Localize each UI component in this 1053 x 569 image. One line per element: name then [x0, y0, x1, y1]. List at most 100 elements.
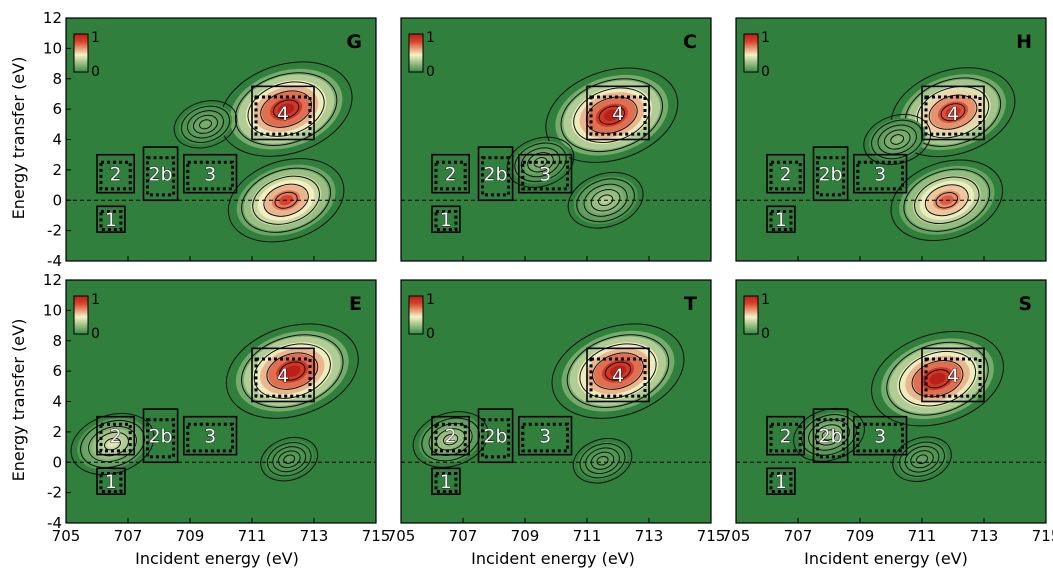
y-tick-label: 2 [52, 423, 62, 441]
panel-letter: G [346, 31, 362, 53]
contour-line [234, 72, 338, 146]
x-tick-label: 707 [114, 527, 143, 545]
contour-line [279, 361, 306, 381]
intensity-peak [506, 136, 575, 188]
y-tick-label: 8 [52, 70, 62, 88]
contour-line [793, 407, 865, 462]
contour-line [579, 443, 626, 479]
region-label: 4 [277, 365, 289, 387]
contour-line [567, 171, 644, 229]
y-tick-label: 10 [43, 301, 62, 319]
colorbar-min-label: 0 [91, 326, 100, 342]
contour-line [260, 90, 312, 128]
region-outline [517, 415, 573, 456]
y-tick-label: 0 [52, 191, 62, 209]
panel-frame [735, 17, 1047, 262]
region-label: 2b [818, 426, 842, 448]
region-label: 2b [818, 164, 842, 186]
y-tick-label: 0 [52, 453, 62, 471]
panel-frame [400, 17, 712, 262]
region-dotted-outline [769, 160, 802, 191]
y-tick-label: -4 [47, 252, 62, 270]
region-label: 1 [775, 471, 787, 493]
intensity-fill-level [929, 372, 946, 385]
intensity-fill-level [945, 106, 961, 118]
region-box-4: 4 [251, 347, 315, 403]
contour-line [551, 323, 685, 419]
contour-line [915, 454, 929, 464]
contour-line [412, 411, 489, 468]
x-axis-label-2: Incident energy (eV) [471, 549, 635, 568]
contour-line [604, 361, 632, 381]
region-outline [812, 146, 849, 202]
contour-line [266, 442, 312, 477]
region-dotted-outline [99, 209, 123, 232]
region-dotted-outline [434, 422, 467, 453]
region-dotted-outline [481, 156, 511, 197]
region-outline [766, 467, 796, 495]
colorbar [408, 295, 424, 335]
region-label: 3 [539, 164, 551, 186]
region-box-3: 3 [852, 153, 908, 194]
region-dotted-outline [99, 471, 123, 494]
region-label: 4 [612, 103, 624, 125]
region-box-2: 2 [766, 153, 806, 194]
y-tick-label: -4 [47, 514, 62, 532]
contour-line [801, 414, 857, 456]
contour-line [186, 110, 225, 139]
colorbar [73, 295, 89, 335]
region-dotted-outline [146, 156, 176, 197]
intensity-peak [863, 113, 932, 166]
contour-line [890, 159, 1004, 242]
region-box-1: 1 [96, 205, 126, 233]
region-outline [477, 408, 514, 464]
region-dotted-outline [769, 471, 793, 494]
contour-line [520, 147, 561, 178]
y-tick-label: 10 [43, 39, 62, 57]
contour-line [283, 454, 296, 464]
colorbar-max-label: 1 [761, 30, 770, 46]
y-tick-label: 12 [43, 9, 62, 27]
intensity-fill-level [201, 121, 210, 128]
heatmap-panel-C: 1 2 2b 3 4 1 0 C [400, 17, 712, 262]
contour-line [533, 156, 548, 168]
y-tick-label: 2 [52, 161, 62, 179]
x-tick-label: 713 [970, 527, 999, 545]
contour-line [252, 175, 320, 225]
region-dotted-outline [434, 209, 458, 232]
region-label: 4 [947, 103, 959, 125]
contour-line [180, 105, 231, 144]
x-tick-label: 709 [511, 527, 540, 545]
x-axis-label-1: Incident energy (eV) [135, 549, 299, 568]
region-dotted-outline [146, 418, 176, 459]
panel-letter: C [683, 31, 697, 53]
region-outline [812, 408, 849, 464]
region-outline [183, 415, 238, 456]
region-box-2: 2 [96, 415, 136, 456]
region-box-2b: 2b [477, 408, 514, 464]
intensity-fill-level [446, 436, 456, 443]
region-outline [431, 153, 471, 194]
region-label: 3 [204, 164, 216, 186]
colorbar-min-label: 0 [426, 64, 435, 80]
contour-line [198, 119, 213, 130]
contour-line [272, 99, 300, 119]
colorbar [743, 33, 759, 73]
region-outline [431, 415, 471, 456]
intensity-peak [892, 436, 952, 482]
region-box-3: 3 [517, 153, 573, 194]
contour-line [566, 334, 670, 408]
y-tick-label: 4 [52, 393, 62, 411]
x-tick-label: 715 [697, 527, 726, 545]
y-tick-label: 8 [52, 332, 62, 350]
region-box-3: 3 [183, 153, 238, 194]
region-dotted-outline [769, 422, 802, 453]
region-dotted-outline [924, 357, 982, 398]
x-tick-label: 715 [362, 527, 391, 545]
x-tick-label: 713 [300, 527, 329, 545]
region-box-3: 3 [517, 415, 573, 456]
contour-line [506, 136, 575, 188]
contour-line [597, 194, 614, 207]
region-box-2b: 2b [812, 146, 849, 202]
